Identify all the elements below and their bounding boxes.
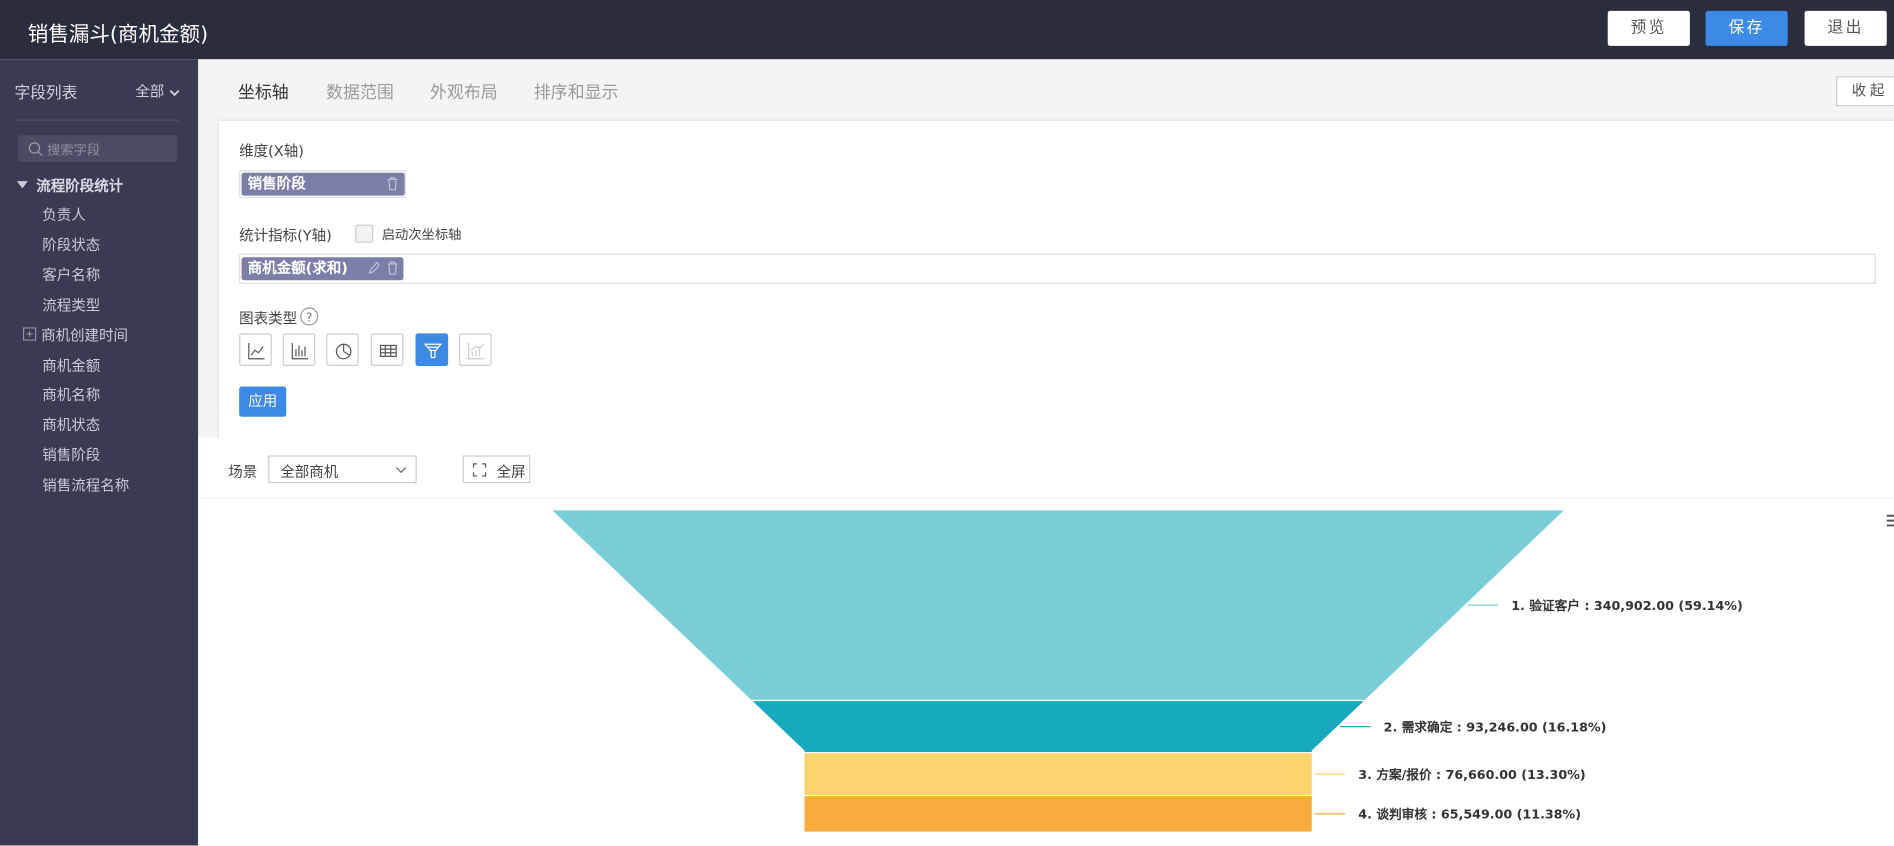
secondary-axis-label: 启动次坐标轴 xyxy=(381,227,462,243)
x-axis-label: 维度(X轴) xyxy=(239,142,304,160)
page-title: 销售漏斗(商机金额) xyxy=(27,22,209,48)
filter-text: 全部 xyxy=(135,83,165,101)
tab[interactable]: 排序和显示 xyxy=(533,83,619,103)
apply-button[interactable]: 应用 xyxy=(239,386,287,417)
scene-label: 场景 xyxy=(228,463,258,481)
exit-button[interactable]: 退出 xyxy=(1804,10,1887,46)
preview-button[interactable]: 预览 xyxy=(1607,10,1690,46)
table-icon[interactable] xyxy=(370,333,404,366)
x-field-box[interactable] xyxy=(239,170,406,199)
data-label: 1. 验证客户 : 340,902.00 (59.14%) xyxy=(1511,598,1743,613)
y-field-box[interactable] xyxy=(239,253,1876,284)
divider xyxy=(198,497,1894,499)
scene-select[interactable]: 全部商机 xyxy=(268,455,417,484)
line-chart-icon[interactable] xyxy=(239,333,272,366)
funnel-segment xyxy=(749,699,1367,754)
chart-type-label: 图表类型 xyxy=(239,310,298,328)
search-box[interactable]: 搜索字段 xyxy=(18,135,178,162)
sidebar-title: 字段列表 xyxy=(14,84,78,103)
svg-text:?: ? xyxy=(306,310,312,324)
config-panel xyxy=(217,119,1894,439)
y-field-pill[interactable]: 商机金额(求和) xyxy=(241,257,404,281)
fullscreen-text: 全屏 xyxy=(496,463,526,481)
combo-chart-icon[interactable] xyxy=(459,333,492,366)
field-item[interactable]: 商机状态 xyxy=(42,417,101,434)
divider xyxy=(14,119,179,121)
collapse-button[interactable]: 收起 xyxy=(1836,76,1894,107)
delete-icon[interactable] xyxy=(387,176,399,191)
edit-icon[interactable] xyxy=(367,261,380,275)
field-item[interactable]: 流程类型 xyxy=(42,296,101,314)
delete-icon[interactable] xyxy=(387,261,399,275)
save-button[interactable]: 保存 xyxy=(1705,10,1788,46)
field-item[interactable]: 阶段状态 xyxy=(42,236,101,254)
y-field: 商机金额(求和) xyxy=(247,259,348,277)
funnel-segment xyxy=(803,794,1313,833)
tab-active[interactable]: 坐标轴 xyxy=(237,83,289,103)
expand-triangle[interactable] xyxy=(16,180,29,190)
chevron xyxy=(395,467,407,474)
field-item[interactable]: 客户名称 xyxy=(42,266,101,284)
field-item[interactable]: 商机创建时间 xyxy=(41,326,129,344)
x-field: 销售阶段 xyxy=(247,175,306,193)
y-axis-label: 统计指标(Y轴) xyxy=(239,227,332,244)
search-placeholder: 搜索字段 xyxy=(47,142,101,159)
field-item[interactable]: 销售流程名称 xyxy=(42,477,130,495)
field-filter[interactable]: 全部 xyxy=(135,81,180,102)
fullscreen-button[interactable]: 全屏 xyxy=(462,455,531,484)
field-group[interactable]: 流程阶段统计 xyxy=(36,177,124,195)
chevron xyxy=(169,89,180,97)
field-item[interactable]: 商机金额 xyxy=(42,356,101,374)
field-item[interactable]: 商机名称 xyxy=(42,387,101,404)
search-icon xyxy=(28,142,43,157)
funnel-chart: 1. 验证客户 : 340,902.00 (59.14%) 2. 需求确定 : 9… xyxy=(549,509,1743,833)
sidebar xyxy=(0,59,199,846)
data-label: 4. 谈判审核 : 65,549.00 (11.38%) xyxy=(1358,807,1581,822)
expand-box[interactable] xyxy=(22,326,37,341)
field-item[interactable]: 负责人 xyxy=(42,206,86,224)
field-item[interactable]: 销售阶段 xyxy=(42,447,101,465)
header xyxy=(0,0,1894,60)
bar-chart-icon[interactable] xyxy=(282,333,316,366)
tab[interactable]: 数据范围 xyxy=(326,83,394,103)
funnel-segment xyxy=(803,752,1313,797)
checkbox[interactable] xyxy=(355,224,374,243)
funnel-icon-selected[interactable] xyxy=(415,333,449,366)
data-label: 3. 方案/报价 : 76,660.00 (13.30%) xyxy=(1358,767,1585,782)
pie-chart-icon[interactable] xyxy=(326,333,359,366)
data-label: 2. 需求确定 : 93,246.00 (16.18%) xyxy=(1384,719,1607,734)
help-icon[interactable]: ? xyxy=(300,307,319,326)
scene-value: 全部商机 xyxy=(280,463,339,481)
x-field-pill[interactable]: 销售阶段 xyxy=(241,172,405,196)
funnel-segment xyxy=(549,509,1567,702)
fullscreen-icon xyxy=(472,463,487,477)
tab[interactable]: 外观布局 xyxy=(430,83,498,103)
